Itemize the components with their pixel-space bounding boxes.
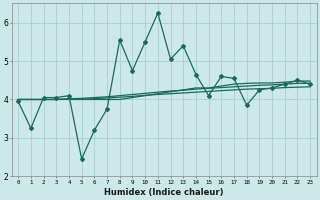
X-axis label: Humidex (Indice chaleur): Humidex (Indice chaleur) — [104, 188, 224, 197]
